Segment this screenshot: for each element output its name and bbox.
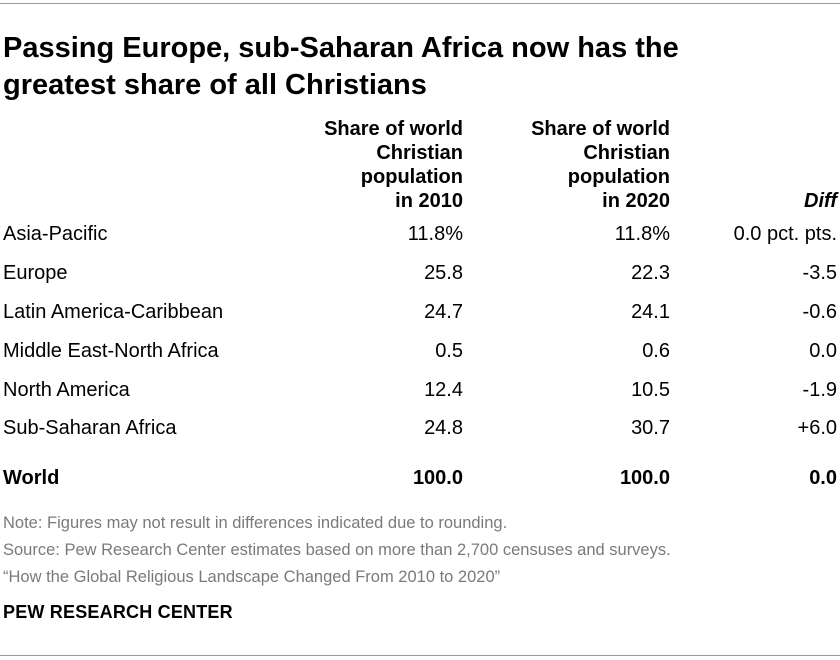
title-line: Passing Europe, sub-Saharan Africa now h… [3,32,679,64]
brand-logo-text: PEW RESEARCH CENTER [3,602,233,622]
header-line: Share of world [324,118,463,140]
table-row: Middle East-North Africa 0.5 0.6 0.0 [0,336,840,366]
value-2010: 12.4 [424,379,463,401]
value-2010: 0.5 [435,340,463,362]
value-diff: 0.0 [809,340,837,362]
table-row: North America 12.4 10.5 -1.9 [0,375,840,405]
value-2020: 22.3 [631,262,670,284]
header-line: population [360,166,463,188]
row-label: Asia-Pacific [3,223,108,245]
value-2020: 11.8% [614,223,670,245]
row-label: Latin America-Caribbean [3,301,224,323]
bottom-rule [0,655,840,656]
row-label: Sub-Saharan Africa [3,417,177,439]
value-diff: 0.0 [809,467,837,489]
value-2010: 100.0 [412,467,463,489]
header-line: in 2020 [602,190,670,212]
row-label: Europe [3,262,68,284]
table-row: Europe 25.8 22.3 -3.5 [0,258,840,288]
value-2010: 24.7 [424,301,463,323]
header-line: Christian [583,142,670,164]
value-diff: -3.5 [802,262,837,284]
report-title-text: “How the Global Religious Landscape Chan… [3,568,501,586]
value-2020: 0.6 [642,340,670,362]
value-diff: 0.0 pct. pts. [733,223,837,245]
column-header-2010: Share of world Christian population in 2… [324,117,463,213]
value-diff: -1.9 [802,379,837,401]
value-diff: +6.0 [797,417,837,439]
source-text: Source: Pew Research Center estimates ba… [3,541,671,559]
table-row: Latin America-Caribbean 24.7 24.1 -0.6 [0,297,840,327]
header-line: Share of world [531,118,670,140]
header-line: Diff [804,190,837,212]
row-label: Middle East-North Africa [3,340,219,362]
value-2010: 11.8% [407,223,463,245]
header-line: population [567,166,670,188]
value-2010: 24.8 [424,417,463,439]
chart-title: Passing Europe, sub-Saharan Africa now h… [3,30,833,104]
table-row: Sub-Saharan Africa 24.8 30.7 +6.0 [0,413,840,443]
value-2020: 100.0 [619,467,670,489]
table-row: Asia-Pacific 11.8% 11.8% 0.0 pct. pts. [0,219,840,249]
column-header-diff: Diff [804,189,837,213]
note-text: Note: Figures may not result in differen… [3,514,508,532]
value-2020: 30.7 [631,417,670,439]
row-label: North America [3,379,130,401]
top-rule [0,3,840,4]
header-line: Christian [376,142,463,164]
header-line: in 2010 [395,190,463,212]
value-2010: 25.8 [424,262,463,284]
row-label: World [3,467,60,489]
value-diff: -0.6 [802,301,837,323]
column-header-2020: Share of world Christian population in 2… [531,117,670,213]
value-2020: 10.5 [631,379,670,401]
title-line: greatest share of all Christians [3,69,427,101]
value-2020: 24.1 [631,301,670,323]
total-row: World 100.0 100.0 0.0 [0,463,840,493]
